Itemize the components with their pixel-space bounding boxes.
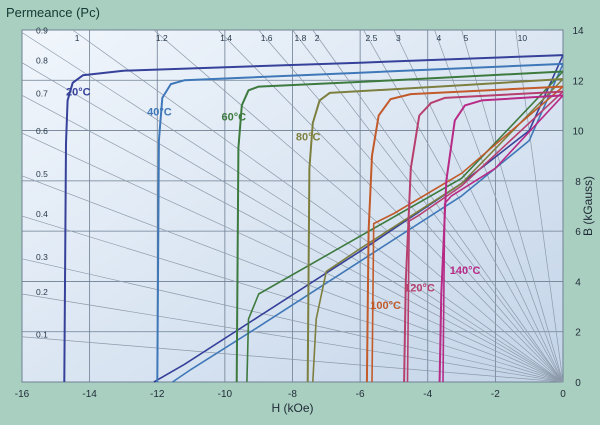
permeance-label: 2.5	[366, 33, 378, 43]
x-axis-label: H (kOe)	[272, 401, 314, 415]
load-line	[371, 85, 564, 383]
permeance-label: 0.5	[36, 169, 48, 179]
permeance-label: 0.7	[36, 88, 48, 98]
y-tick-label: 10	[572, 127, 584, 138]
permeance-line	[21, 175, 564, 383]
x-tick-label: -14	[82, 389, 97, 400]
y-tick-label: 4	[575, 277, 581, 288]
y-tick-label: 14	[572, 26, 584, 37]
permeance-label: 10	[518, 33, 528, 43]
permeance-line	[258, 29, 564, 383]
y-tick-label: 12	[572, 76, 584, 87]
permeance-label: 2	[315, 33, 320, 43]
permeance-label: 0.2	[36, 287, 48, 297]
permeance-line	[217, 29, 564, 383]
permeance-label: 0.3	[36, 252, 48, 262]
load-line	[172, 63, 564, 383]
x-tick-label: 0	[560, 389, 566, 400]
series-label: 80°C	[296, 132, 321, 144]
series-label: 20°C	[66, 86, 91, 98]
curves	[63, 54, 564, 383]
permeance-label: 4	[437, 33, 442, 43]
demag-curve	[63, 54, 564, 383]
permeance-label: 0.6	[36, 126, 48, 136]
permeance-line	[21, 62, 564, 383]
permeance-label: 1.8	[295, 33, 307, 43]
permeance-label: 5	[464, 33, 469, 43]
series-label: 120°C	[404, 282, 435, 294]
permeance-label: 0.4	[36, 209, 48, 219]
x-tick-label: -16	[15, 389, 30, 400]
permeance-label: 0.1	[36, 330, 48, 340]
x-tick-label: -6	[356, 389, 365, 400]
permeance-label: 1.6	[261, 33, 273, 43]
permeance-line	[21, 95, 564, 383]
permeance-label: 0.8	[36, 56, 48, 66]
permeance-label: 0.9	[36, 26, 48, 36]
demag-curve	[403, 90, 564, 383]
y-tick-label: 2	[575, 328, 581, 339]
y-tick-label: 8	[575, 177, 581, 188]
load-line	[153, 54, 564, 383]
demag-curve	[438, 94, 564, 383]
demag-curve	[156, 62, 564, 383]
x-tick-label: -4	[423, 389, 432, 400]
permeance-line	[393, 29, 564, 383]
permeance-line	[461, 29, 564, 383]
series-label: 100°C	[370, 300, 401, 312]
permeance-line	[21, 132, 564, 383]
x-tick-label: -2	[491, 389, 500, 400]
x-tick-label: -8	[288, 389, 297, 400]
demag-curve	[365, 85, 564, 383]
grid	[21, 29, 564, 383]
x-tick-label: -12	[150, 389, 165, 400]
chart-title: Permeance (Pc)	[6, 5, 100, 20]
permeance-label: 1.2	[156, 33, 168, 43]
permeance-label: 3	[396, 33, 401, 43]
series-label: 140°C	[450, 265, 481, 277]
demag-curve	[235, 70, 564, 383]
permeance-line	[153, 29, 564, 383]
y-axis-label: B (kGauss)	[581, 176, 595, 236]
load-line	[442, 94, 564, 383]
permeance-line	[21, 215, 564, 383]
permeance-label: 1	[75, 33, 80, 43]
permeance-lines: 0.9 0.8 0.7 0.6 0.5 0.4 0.3 0.2 0.1 1 1.2 1.4 1.6 1.8…	[21, 26, 564, 383]
load-line	[406, 91, 564, 383]
permeance-line	[21, 336, 564, 383]
x-tick-label: -10	[218, 389, 233, 400]
permeance-label: 1.4	[220, 33, 232, 43]
series-label: 40°C	[147, 106, 172, 118]
permeance-line	[72, 29, 564, 383]
y-tick-label: 0	[575, 378, 581, 389]
series-label: 60°C	[221, 112, 246, 124]
permeance-line	[21, 32, 564, 383]
y-tick-label: 6	[575, 227, 581, 238]
load-line	[312, 78, 564, 383]
permeance-line	[21, 258, 564, 383]
permeance-line	[312, 29, 564, 383]
demag-curve	[306, 78, 564, 383]
permeance-line	[434, 29, 564, 383]
permeance-line	[21, 293, 564, 383]
